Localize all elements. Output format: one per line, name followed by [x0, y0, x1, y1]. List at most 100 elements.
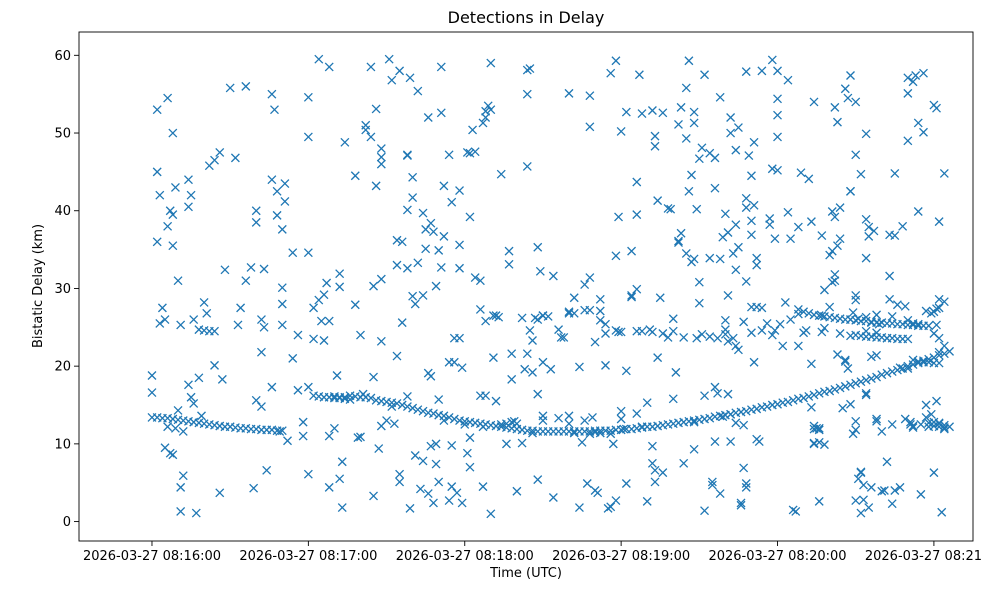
data-point [595, 294, 605, 304]
data-point [160, 315, 170, 324]
data-point [608, 439, 618, 449]
data-point [616, 414, 626, 424]
data-point [846, 380, 855, 390]
data-point [533, 475, 543, 485]
data-point [369, 281, 378, 291]
plot-frame [78, 31, 974, 542]
y-tick-label: 50 [54, 127, 71, 142]
data-point [773, 66, 782, 76]
data-point [170, 182, 180, 192]
data-point [848, 308, 858, 317]
data-point [210, 360, 219, 370]
data-point [402, 402, 412, 412]
data-point [402, 263, 412, 273]
data-point [650, 131, 660, 141]
data-point [814, 388, 824, 398]
data-point [632, 409, 642, 419]
data-point [710, 382, 720, 392]
data-point [851, 97, 861, 107]
data-point [418, 208, 428, 218]
data-point [859, 480, 868, 490]
data-point [741, 479, 751, 488]
data-point [397, 237, 407, 247]
data-point [603, 503, 613, 513]
data-point [885, 294, 895, 304]
data-point [861, 388, 871, 398]
data-point [157, 303, 167, 313]
data-point [861, 214, 871, 224]
data-point [723, 228, 733, 237]
data-point [155, 318, 165, 328]
data-point [851, 416, 861, 426]
data-point [184, 202, 193, 212]
data-point [796, 168, 806, 178]
data-point [163, 422, 173, 432]
data-point [616, 327, 626, 337]
data-point [939, 168, 949, 178]
data-point [580, 280, 590, 290]
x-tick-label: 2026-03-27 08:20:00 [708, 549, 846, 564]
data-point [262, 465, 272, 475]
data-point [773, 165, 782, 175]
data-point [681, 83, 691, 93]
data-point [251, 217, 261, 227]
data-point [817, 311, 827, 321]
data-point [653, 353, 663, 363]
data-point [402, 151, 412, 161]
data-point [392, 235, 402, 245]
data-point [934, 333, 944, 343]
data-point [903, 88, 913, 98]
data-point [270, 105, 279, 115]
data-point [606, 502, 616, 512]
data-point [408, 193, 418, 202]
data-point [168, 450, 178, 460]
data-point [872, 416, 882, 426]
data-point [376, 336, 386, 346]
data-point [762, 402, 772, 412]
data-point [444, 412, 454, 422]
data-point [856, 169, 866, 179]
data-point [627, 290, 637, 300]
data-point [934, 347, 944, 357]
data-point [663, 203, 673, 213]
data-point [788, 505, 798, 515]
data-point [616, 406, 626, 416]
data-point [293, 330, 303, 340]
data-point [833, 241, 842, 251]
data-point [866, 374, 876, 384]
data-point [676, 228, 686, 238]
data-point [903, 315, 913, 325]
data-point [736, 500, 746, 510]
data-point [517, 313, 527, 323]
data-point [739, 463, 749, 473]
data-point [512, 419, 522, 429]
data-point [833, 350, 842, 359]
data-point [522, 161, 532, 171]
data-point [337, 503, 347, 513]
data-point [749, 357, 759, 367]
data-point [486, 58, 496, 68]
data-point [491, 311, 501, 321]
data-point [585, 122, 595, 132]
data-point [277, 426, 287, 436]
data-point [934, 217, 944, 227]
data-point [713, 333, 723, 343]
data-point [770, 234, 780, 244]
data-point [913, 207, 923, 216]
data-point [397, 400, 407, 410]
data-point [733, 123, 743, 133]
data-point [835, 383, 845, 393]
data-point [496, 169, 506, 179]
chart-title: Detections in Delay [448, 8, 605, 27]
data-point [504, 259, 514, 269]
data-point [298, 431, 308, 441]
data-point [554, 325, 564, 335]
data-point [267, 175, 277, 185]
data-point [395, 469, 405, 479]
data-point [468, 125, 478, 135]
data-point [846, 71, 855, 80]
data-point [366, 62, 376, 72]
data-point [621, 479, 631, 488]
data-point [241, 276, 251, 286]
data-point [861, 326, 871, 336]
